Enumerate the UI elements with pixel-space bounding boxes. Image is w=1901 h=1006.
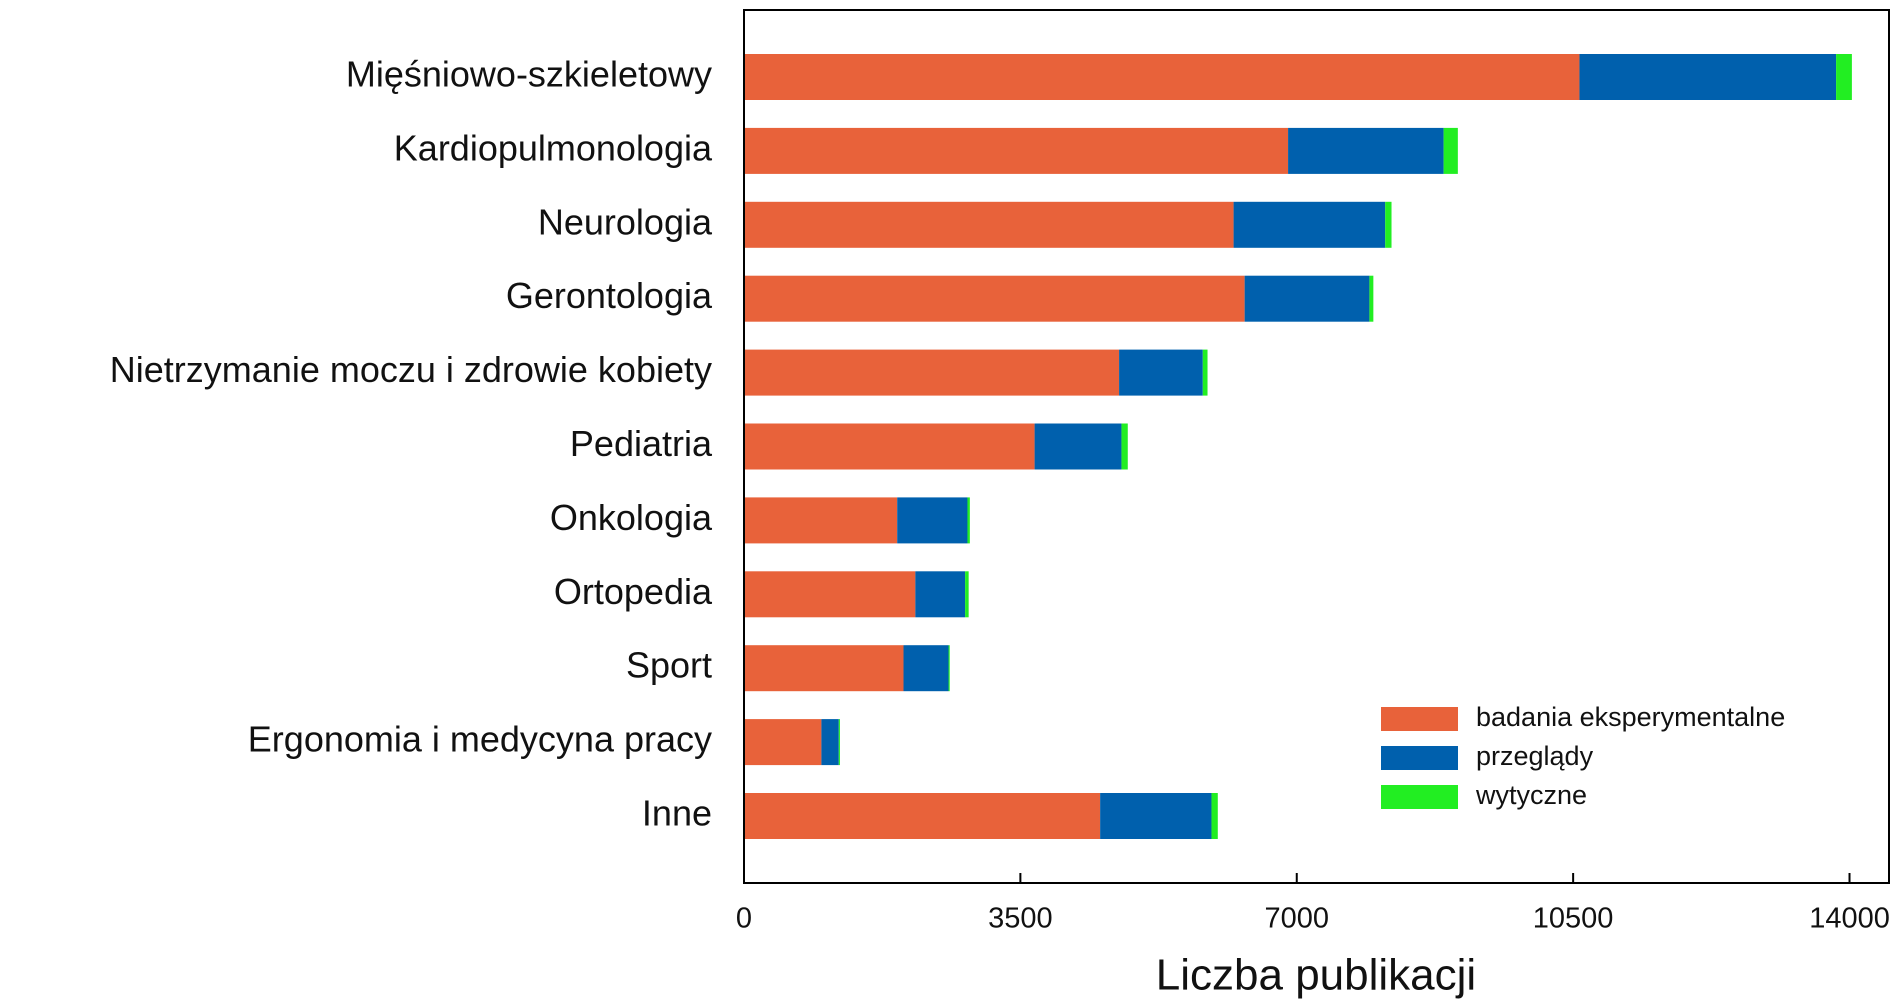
y-tick-label: Ergonomia i medycyna pracy [248,719,712,760]
plot-frame [743,9,1890,884]
legend-swatch [1381,746,1458,770]
bar-segment [838,719,840,766]
bar-segment [744,571,916,618]
bar-segment [744,201,1234,248]
x-tick-label: 7000 [1265,903,1330,935]
bar-segment [744,793,1101,839]
bar-segment [948,645,950,692]
bar-segment [965,571,969,618]
bar-segment [915,571,966,618]
bar-segment [903,645,949,692]
bar-segment [744,275,1245,322]
bar-segment [1443,127,1458,174]
bar-segment [1385,201,1392,248]
bar-segment [744,497,898,544]
legend-swatch [1381,785,1458,809]
bar-segment [744,54,1580,100]
y-tick-label: Neurologia [538,201,713,242]
bar-segment [967,497,970,544]
legend-label: przeglądy [1476,741,1594,771]
legend-label: badania eksperymentalne [1476,702,1785,732]
bar-segment [1202,349,1208,396]
bar-segment [1579,54,1837,100]
bar-segment [1211,793,1218,839]
bar-segment [821,719,839,766]
bar-segment [1836,54,1852,100]
y-tick-label: Pediatria [570,423,713,464]
bar-segment [1119,349,1203,396]
y-tick-label: Onkologia [550,497,713,538]
bar-segment [1100,793,1212,839]
y-tick-label: Gerontologia [506,275,713,316]
x-tick-label: 10500 [1533,903,1614,935]
bar-segment [1244,275,1370,322]
bar-segment [897,497,968,544]
y-tick-label: Inne [642,793,712,834]
bar-segment [744,645,904,692]
bar-segment [744,423,1035,470]
y-tick-label: Kardiopulmonologia [394,127,713,168]
y-tick-label: Nietrzymanie moczu i zdrowie kobiety [110,349,712,390]
x-axis-label: Liczba publikacji [1156,951,1476,1000]
legend-label: wytyczne [1475,780,1587,810]
x-tick-label: 3500 [988,903,1053,935]
bar-segment [1121,423,1128,470]
bar-segment [744,349,1120,396]
x-tick-label: 14000 [1809,903,1890,935]
bar-segment [744,719,822,766]
y-tick-label: Mięśniowo-szkieletowy [346,54,712,95]
bar-segment [1369,275,1374,322]
y-tick-label: Sport [626,645,712,686]
bar-segment [1233,201,1386,248]
bar-segment [1034,423,1122,470]
y-tick-label: Ortopedia [554,571,713,612]
bar-segment [1288,127,1444,174]
legend-swatch [1381,707,1458,731]
x-tick-label: 0 [736,903,752,935]
bar-segment [744,127,1289,174]
